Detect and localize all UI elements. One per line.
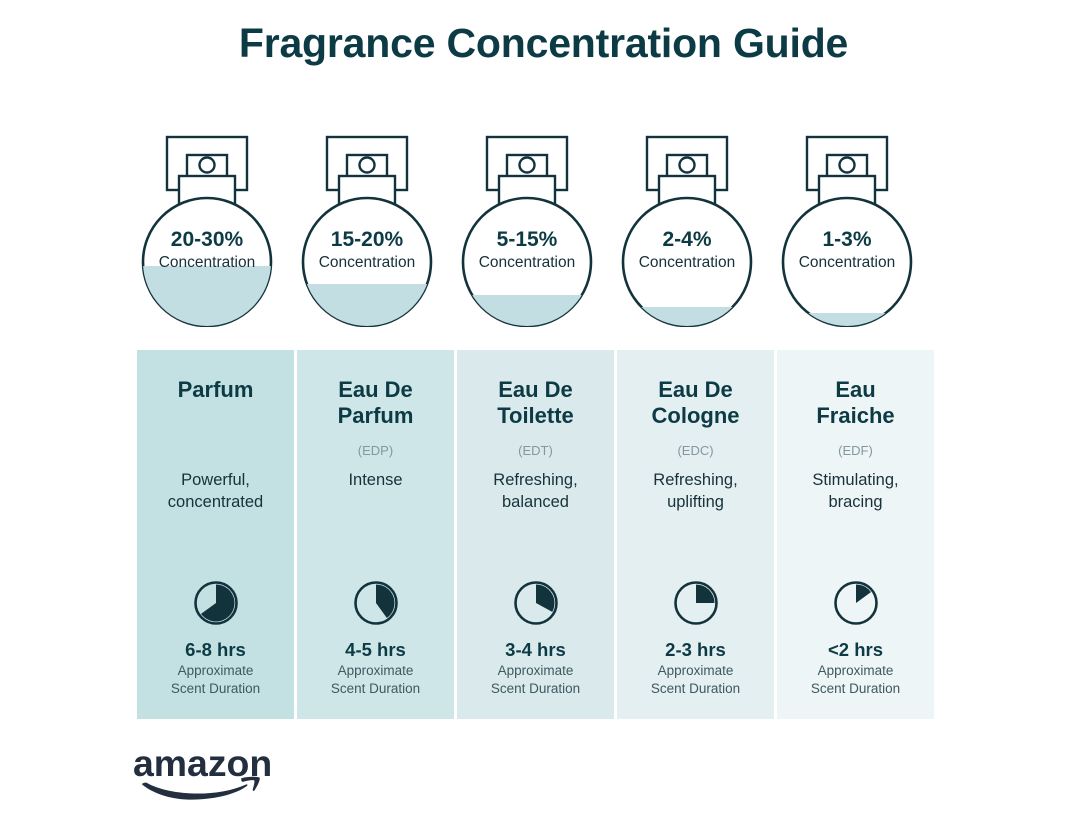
svg-text:Concentration: Concentration bbox=[158, 254, 255, 271]
svg-text:1-3%: 1-3% bbox=[822, 228, 871, 251]
svg-text:Concentration: Concentration bbox=[318, 254, 415, 271]
svg-text:2-4%: 2-4% bbox=[662, 228, 711, 251]
svg-text:15-20%: 15-20% bbox=[330, 228, 403, 251]
svg-text:5-15%: 5-15% bbox=[496, 228, 557, 251]
svg-text:20-30%: 20-30% bbox=[170, 228, 243, 251]
svg-text:Concentration: Concentration bbox=[478, 254, 575, 271]
svg-text:Concentration: Concentration bbox=[638, 254, 735, 271]
svg-text:Concentration: Concentration bbox=[798, 254, 895, 271]
